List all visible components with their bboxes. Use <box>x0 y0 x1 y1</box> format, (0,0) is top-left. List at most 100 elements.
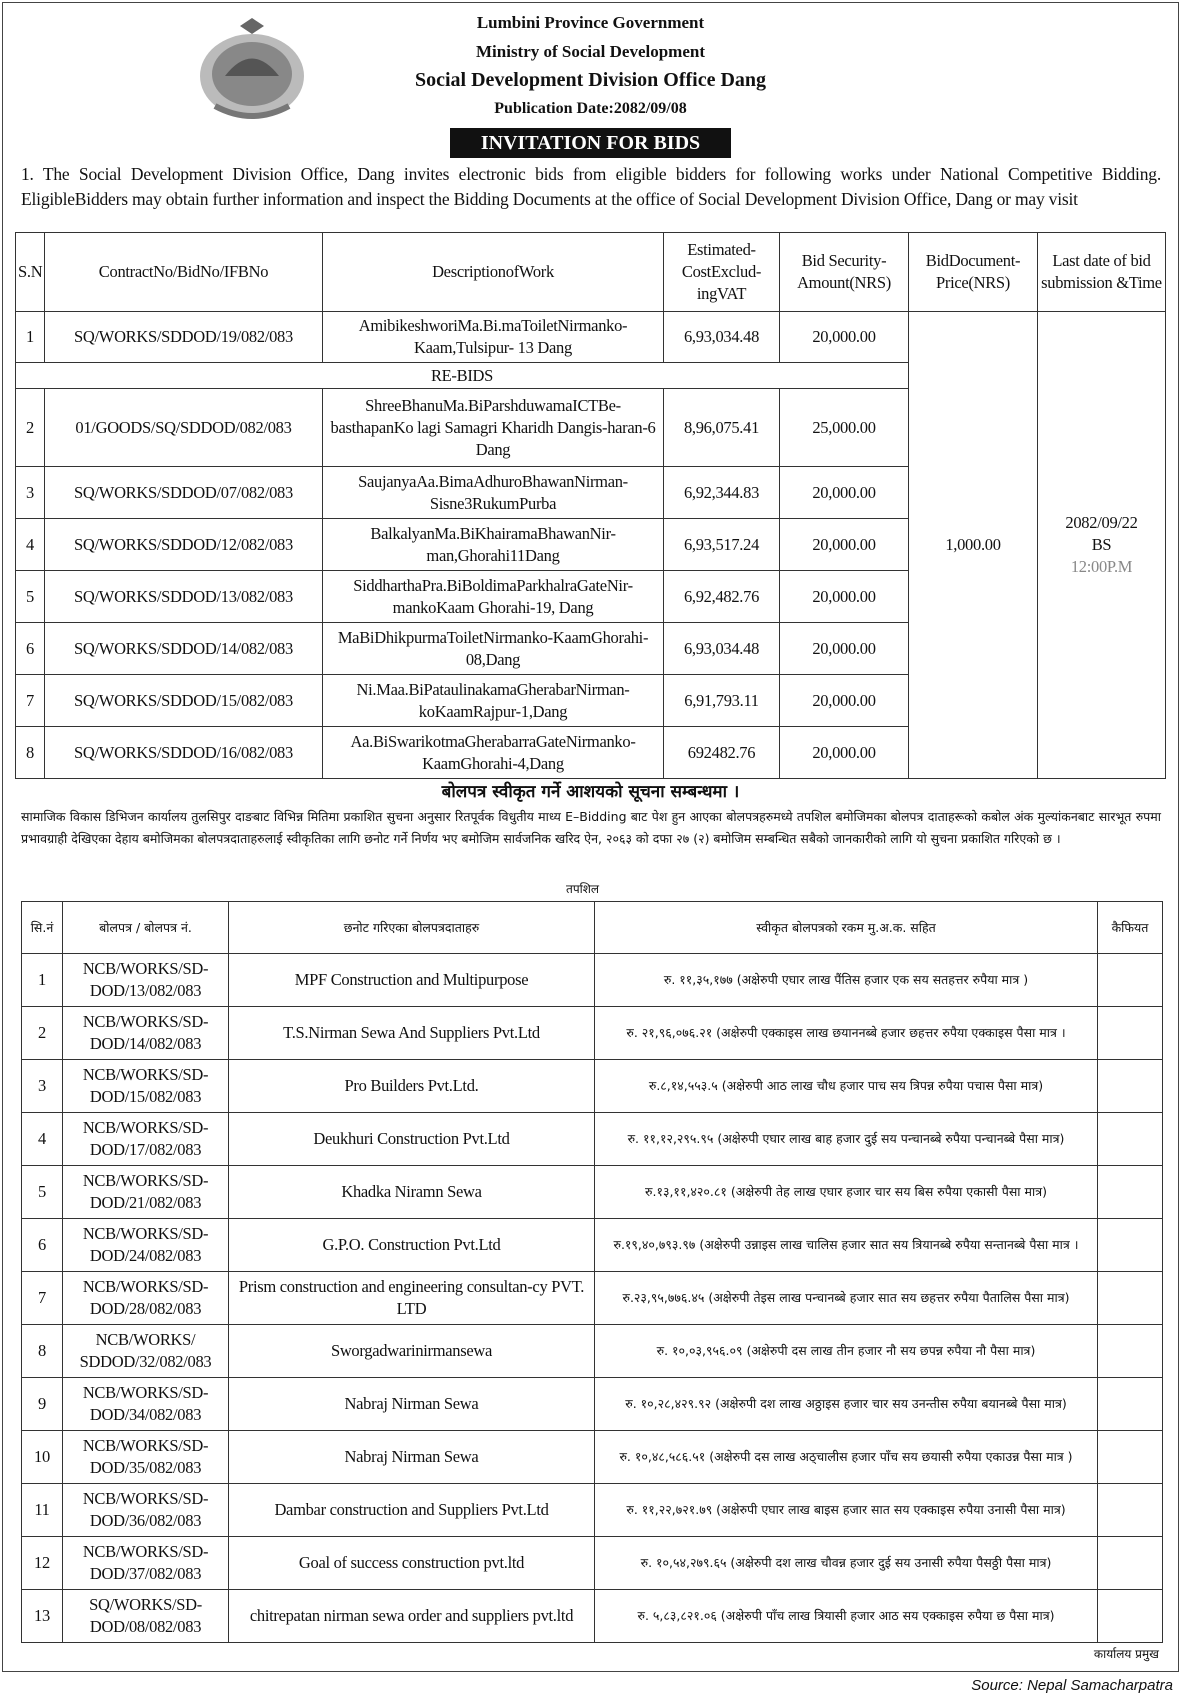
award-sn: 10 <box>21 1430 63 1484</box>
award-remarks <box>1097 1112 1163 1166</box>
award-bidder: Pro Builders Pvt.Ltd. <box>228 1059 595 1113</box>
col-bid-security: Bid Security-Amount(NRS) <box>779 232 909 312</box>
bid-sn: 2 <box>15 388 45 467</box>
award-remarks <box>1097 1483 1163 1537</box>
bid-contract: SQ/WORKS/SDDOD/07/082/083 <box>44 466 323 519</box>
award-amount: रु.२३,९५,७७६.४५ (अक्षेरुपी तेइस लाख पन्च… <box>594 1271 1098 1325</box>
last-date: 2082/09/22 <box>1065 513 1138 532</box>
bid-contract: SQ/WORKS/SDDOD/12/082/083 <box>44 518 323 571</box>
award-bid-no: NCB/WORKS/SD-DOD/24/082/083 <box>62 1218 229 1272</box>
bid-security: 20,000.00 <box>779 726 909 779</box>
bid-cost: 6,91,793.11 <box>663 674 780 727</box>
award-bid-no: NCB/WORKS/SD-DOD/37/082/083 <box>62 1536 229 1590</box>
bid-sn: 4 <box>15 518 45 571</box>
bid-sn: 3 <box>15 466 45 519</box>
bid-sn: 6 <box>15 622 45 675</box>
col-description: DescriptionofWork <box>322 232 664 312</box>
bid-cost: 692482.76 <box>663 726 780 779</box>
doc-price-cell: 1,000.00 <box>908 311 1038 779</box>
award-bid-no: NCB/WORKS/SD-DOD/35/082/083 <box>62 1430 229 1484</box>
award-bidder: Prism construction and engineering consu… <box>228 1271 595 1325</box>
award-sn: 8 <box>21 1324 63 1378</box>
bid-desc: ShreeBhanuMa.BiParshduwamaICTBe-basthapa… <box>322 388 664 467</box>
award-bid-no: NCB/WORKS/SD-DOD/34/082/083 <box>62 1377 229 1431</box>
bid-security: 20,000.00 <box>779 622 909 675</box>
award-remarks <box>1097 1536 1163 1590</box>
award-bid-no: NCB/WORKS/SD-DOD/36/082/083 <box>62 1483 229 1537</box>
award-sn: 3 <box>21 1059 63 1113</box>
award-bidder: Dambar construction and Suppliers Pvt.Lt… <box>228 1483 595 1537</box>
award-bidder: T.S.Nirman Sewa And Suppliers Pvt.Ltd <box>228 1006 595 1060</box>
bid-sn: 7 <box>15 674 45 727</box>
col-amount: स्वीकृत बोलपत्रको रकम मु.अ.क. सहित <box>594 901 1098 954</box>
bid-security: 25,000.00 <box>779 388 909 467</box>
bid-cost: 6,92,344.83 <box>663 466 780 519</box>
award-sn: 11 <box>21 1483 63 1537</box>
award-bidder: G.P.O. Construction Pvt.Ltd <box>228 1218 595 1272</box>
rebids-label: RE-BIDS <box>15 362 909 389</box>
award-row: 3 NCB/WORKS/SD-DOD/15/082/083 Pro Builders… <box>21 1059 1163 1113</box>
award-sn: 2 <box>21 1006 63 1060</box>
last-date-cell: 2082/09/22 BS 12:00P.M <box>1037 311 1166 779</box>
award-row: 11 NCB/WORKS/SD-DOD/36/082/083 Dambar cons… <box>21 1483 1163 1537</box>
bid-cost: 8,96,075.41 <box>663 388 780 467</box>
bid-sn: 8 <box>15 726 45 779</box>
award-remarks <box>1097 1430 1163 1484</box>
award-bid-no: SQ/WORKS/SD-DOD/08/082/083 <box>62 1589 229 1643</box>
award-bidder: Deukhuri Construction Pvt.Ltd <box>228 1112 595 1166</box>
bid-contract: SQ/WORKS/SDDOD/19/082/083 <box>44 311 323 363</box>
col-sn: सि.नं <box>21 901 63 954</box>
award-remarks <box>1097 1324 1163 1378</box>
bid-contract: 01/GOODS/SQ/SDDOD/082/083 <box>44 388 323 467</box>
notice-body: सामाजिक विकास डिभिजन कार्यालय तुलसिपुर द… <box>21 809 1161 846</box>
col-doc-price: BidDocument-Price(NRS) <box>908 232 1038 312</box>
award-amount: रु.१३,११,४२०.८१ (अक्षेरुपी तेह लाख एघार … <box>594 1165 1098 1219</box>
award-remarks <box>1097 1377 1163 1431</box>
award-amount: रु. १०,५४,२७९.६५ (अक्षेरुपी दश लाख चौवन्… <box>594 1536 1098 1590</box>
bid-security: 20,000.00 <box>779 570 909 623</box>
award-remarks <box>1097 1589 1163 1643</box>
invitation-banner: INVITATION FOR BIDS <box>450 128 731 158</box>
award-row: 9 NCB/WORKS/SD-DOD/34/082/083 Nabraj Nirma… <box>21 1377 1163 1431</box>
bid-security: 20,000.00 <box>779 518 909 571</box>
award-amount: रु. ११,३५,१७७ (अक्षेरुपी एघार लाख पैंतिस… <box>594 953 1098 1007</box>
award-bidder: Nabraj Nirman Sewa <box>228 1377 595 1431</box>
bid-desc: BalkalyanMa.BiKhairamaBhawanNir-man,Ghor… <box>322 518 664 571</box>
award-sn: 5 <box>21 1165 63 1219</box>
bid-desc: MaBiDhikpurmaToiletNirmanko-KaamGhorahi-… <box>322 622 664 675</box>
award-amount: रु. १०,२८,४२९.९२ (अक्षेरुपी दश लाख अठ्ठा… <box>594 1377 1098 1431</box>
bid-cost: 6,92,482.76 <box>663 570 780 623</box>
award-remarks <box>1097 1271 1163 1325</box>
award-sn: 13 <box>21 1589 63 1643</box>
award-bidder: Nabraj Nirman Sewa <box>228 1430 595 1484</box>
bid-contract: SQ/WORKS/SDDOD/14/082/083 <box>44 622 323 675</box>
bid-contract: SQ/WORKS/SDDOD/15/082/083 <box>44 674 323 727</box>
award-bidder: Goal of success construction pvt.ltd <box>228 1536 595 1590</box>
col-bidder: छनोट गरिएका बोलपत्रदाताहरु <box>228 901 595 954</box>
award-row: 5 NCB/WORKS/SD-DOD/21/082/083 Khadka Niram… <box>21 1165 1163 1219</box>
award-sn: 9 <box>21 1377 63 1431</box>
award-row: 2 NCB/WORKS/SD-DOD/14/082/083 T.S.Nirman S… <box>21 1006 1163 1060</box>
award-row: 12 NCB/WORKS/SD-DOD/37/082/083 Goal of suc… <box>21 1536 1163 1590</box>
award-amount: रु.८,१४,५५३.५ (अक्षेरुपी आठ लाख चौध हजार… <box>594 1059 1098 1113</box>
col-estimated-cost: Estimated-CostExclud-ingVAT <box>663 232 780 312</box>
award-bid-no: NCB/WORKS/SD-DOD/15/082/083 <box>62 1059 229 1113</box>
award-row: 8 NCB/WORKS/ SDDOD/32/082/083 Sworgadwarin… <box>21 1324 1163 1378</box>
bid-desc: SiddharthaPra.BiBoldimaParkhalraGateNir-… <box>322 570 664 623</box>
bid-desc: AmibikeshworiMa.Bi.maToiletNirmanko-Kaam… <box>322 311 664 363</box>
col-remarks: कैफियत <box>1097 901 1163 954</box>
bid-row: 7 SQ/WORKS/SDDOD/15/082/083 Ni.Maa.BiPatau… <box>15 674 1166 727</box>
award-amount: रु.१९,४०,७९३.९७ (अक्षेरुपी उन्नाइस लाख च… <box>594 1218 1098 1272</box>
award-remarks <box>1097 1059 1163 1113</box>
nepal-emblem-logo <box>200 18 304 119</box>
award-row: 1 NCB/WORKS/SD-DOD/13/082/083 MPF Construc… <box>21 953 1163 1007</box>
award-row: 6 NCB/WORKS/SD-DOD/24/082/083 G.P.O. Const… <box>21 1218 1163 1272</box>
col-last-date: Last date of bid submission &Time <box>1037 232 1166 312</box>
award-row: 13 SQ/WORKS/SD-DOD/08/082/083 chitrepatan … <box>21 1589 1163 1643</box>
award-sn: 6 <box>21 1218 63 1272</box>
award-sn: 1 <box>21 953 63 1007</box>
bid-desc: SaujanyaAa.BimaAdhuroBhawanNirman-Sisne3… <box>322 466 664 519</box>
bid-row: 3 SQ/WORKS/SDDOD/07/082/083 SaujanyaAa.Bim… <box>15 466 1166 519</box>
publication-date: Publication Date:2082/09/08 <box>494 100 687 117</box>
award-bid-no: NCB/WORKS/ SDDOD/32/082/083 <box>62 1324 229 1378</box>
